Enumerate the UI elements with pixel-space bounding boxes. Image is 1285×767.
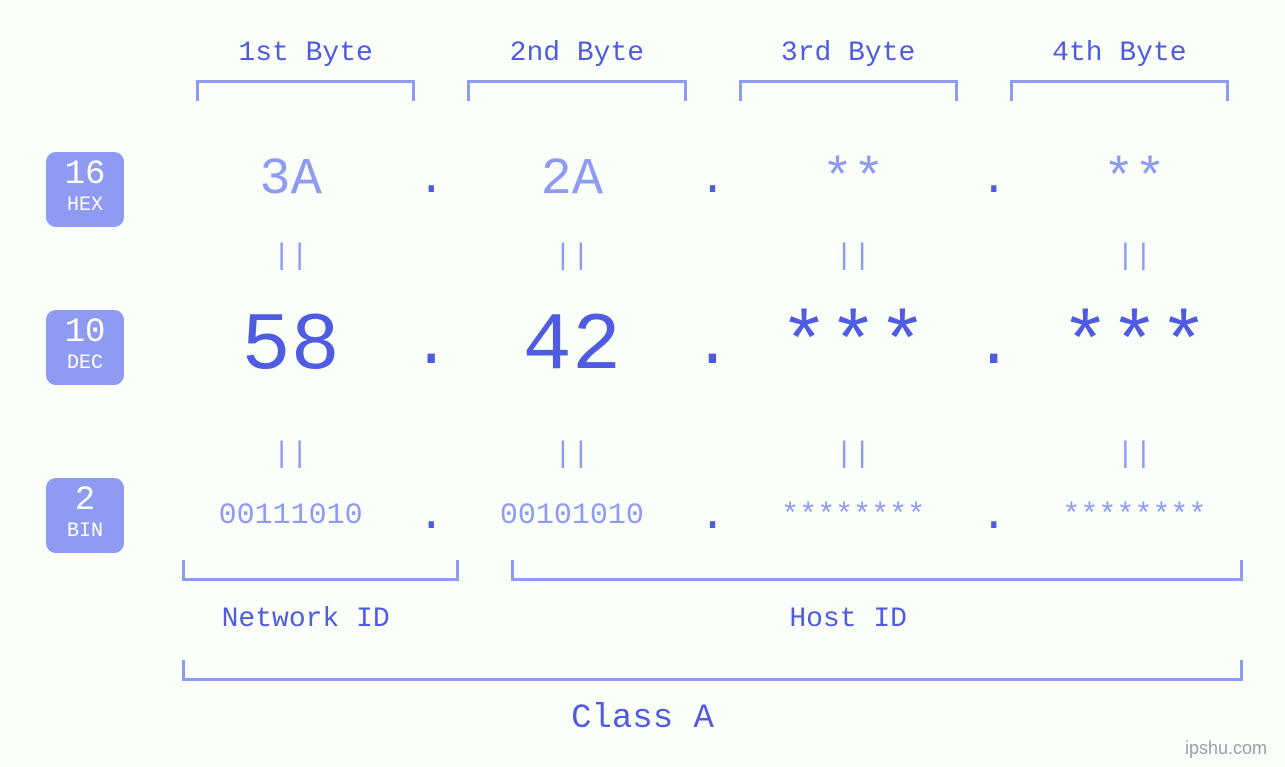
bracket-icon bbox=[739, 80, 958, 101]
id-brackets bbox=[170, 560, 1255, 580]
equals-row-top: || || || || bbox=[170, 240, 1255, 274]
bin-byte-3: ******** bbox=[733, 499, 974, 533]
equals-icon: || bbox=[1014, 240, 1255, 274]
dec-byte-2: 42 bbox=[451, 300, 692, 393]
equals-icon: || bbox=[733, 438, 974, 472]
network-id-label: Network ID bbox=[170, 604, 441, 635]
dot-icon: . bbox=[411, 490, 451, 542]
base-label: DEC bbox=[46, 352, 124, 375]
bracket-icon bbox=[182, 560, 459, 581]
bracket-icon bbox=[1010, 80, 1229, 101]
class-bracket-icon bbox=[182, 660, 1243, 681]
equals-icon: || bbox=[451, 438, 692, 472]
equals-icon: || bbox=[451, 240, 692, 274]
hex-byte-3: ** bbox=[733, 150, 974, 209]
base-badge-dec: 10 DEC bbox=[46, 310, 124, 385]
equals-row-bottom: || || || || bbox=[170, 438, 1255, 472]
hex-byte-2: 2A bbox=[451, 150, 692, 209]
base-badge-hex: 16 HEX bbox=[46, 152, 124, 227]
dot-icon: . bbox=[974, 490, 1014, 542]
dot-icon: . bbox=[693, 154, 733, 206]
byte-header-1: 1st Byte bbox=[238, 38, 372, 69]
watermark: ipshu.com bbox=[1185, 738, 1267, 759]
byte-header-row: 1st Byte 2nd Byte 3rd Byte 4th Byte bbox=[170, 38, 1255, 69]
base-label: HEX bbox=[46, 194, 124, 217]
class-label: Class A bbox=[0, 700, 1285, 738]
dot-icon: . bbox=[693, 490, 733, 542]
id-labels: Network ID Host ID bbox=[170, 604, 1255, 635]
hex-row: 3A . 2A . ** . ** bbox=[170, 150, 1255, 209]
bin-byte-4: ******** bbox=[1014, 499, 1255, 533]
dot-icon: . bbox=[411, 154, 451, 206]
base-number: 10 bbox=[46, 316, 124, 350]
equals-icon: || bbox=[733, 240, 974, 274]
dec-byte-3: *** bbox=[733, 300, 974, 393]
base-number: 2 bbox=[46, 484, 124, 518]
bracket-icon bbox=[196, 80, 415, 101]
byte-header-4: 4th Byte bbox=[1052, 38, 1186, 69]
dec-byte-4: *** bbox=[1014, 300, 1255, 393]
equals-icon: || bbox=[170, 438, 411, 472]
bracket-icon bbox=[467, 80, 686, 101]
hex-byte-4: ** bbox=[1014, 150, 1255, 209]
byte-header-3: 3rd Byte bbox=[781, 38, 915, 69]
bin-row: 00111010 . 00101010 . ******** . *******… bbox=[170, 490, 1255, 542]
host-id-label: Host ID bbox=[441, 604, 1255, 635]
dec-byte-1: 58 bbox=[170, 300, 411, 393]
dot-icon: . bbox=[974, 154, 1014, 206]
dec-row: 58 . 42 . *** . *** bbox=[170, 300, 1255, 393]
base-label: BIN bbox=[46, 520, 124, 543]
base-number: 16 bbox=[46, 158, 124, 192]
dot-icon: . bbox=[974, 311, 1014, 383]
dot-icon: . bbox=[693, 311, 733, 383]
dot-icon: . bbox=[411, 311, 451, 383]
bin-byte-1: 00111010 bbox=[170, 499, 411, 533]
bracket-icon bbox=[511, 560, 1243, 581]
byte-brackets-top bbox=[170, 80, 1255, 101]
equals-icon: || bbox=[1014, 438, 1255, 472]
base-badge-bin: 2 BIN bbox=[46, 478, 124, 553]
equals-icon: || bbox=[170, 240, 411, 274]
hex-byte-1: 3A bbox=[170, 150, 411, 209]
bin-byte-2: 00101010 bbox=[451, 499, 692, 533]
byte-header-2: 2nd Byte bbox=[510, 38, 644, 69]
